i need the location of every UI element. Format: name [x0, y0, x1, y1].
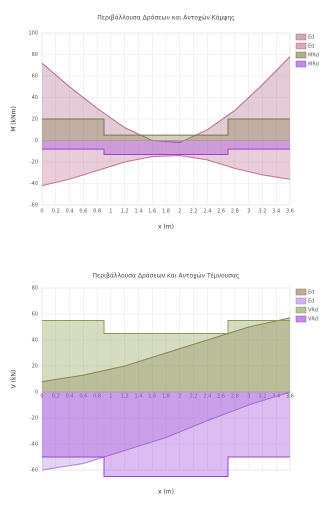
chart-title: Περιβάλλουσα Δράσεων και Αντοχών Τέμνουσ… [93, 273, 240, 280]
legend-swatch [295, 33, 307, 41]
x-tick-label: 2.2 [190, 209, 198, 215]
x-tick-label: 1.2 [121, 209, 129, 215]
y-tick-label: -40 [30, 181, 38, 187]
x-tick-label: 0 [40, 394, 43, 400]
x-tick-label: 0.2 [52, 209, 60, 215]
x-tick-label: 0.8 [93, 394, 101, 400]
y-tick-label: 40 [32, 95, 38, 101]
x-tick-label: 2.6 [217, 394, 225, 400]
area [42, 392, 290, 477]
x-tick-label: 0.4 [66, 209, 74, 215]
x-tick-label: 2.4 [203, 394, 211, 400]
line [41, 317, 291, 383]
x-tick-label: 1 [109, 209, 112, 215]
x-tick-label: 0.8 [93, 209, 101, 215]
area [42, 317, 290, 392]
y-tick-label: -60 [30, 468, 38, 474]
line [42, 118, 290, 136]
y-tick-label: -20 [30, 416, 38, 422]
line [41, 391, 291, 471]
legend-swatch [295, 315, 307, 323]
x-tick-label: 3.6 [286, 394, 294, 400]
line [42, 456, 290, 477]
x-tick-label: 2.8 [231, 209, 239, 215]
x-tick-label: 3.6 [286, 209, 294, 215]
legend-swatch [295, 297, 307, 305]
x-tick-label: 3.2 [258, 209, 266, 215]
x-tick-label: 0 [40, 209, 43, 215]
x-tick-label: 0.6 [79, 209, 87, 215]
y-axis-label: V (kN) [11, 370, 18, 389]
x-tick-label: 1.2 [121, 394, 129, 400]
x-tick-label: 1.6 [148, 209, 156, 215]
x-tick-label: 1.4 [134, 394, 142, 400]
y-tick-label: -60 [30, 203, 38, 209]
y-tick-label: 40 [32, 338, 38, 344]
x-tick-label: 1.6 [148, 394, 156, 400]
x-tick-label: 1.8 [162, 394, 170, 400]
x-axis-label: x (m) [158, 489, 174, 496]
line [41, 155, 291, 187]
x-tick-label: 1.8 [162, 209, 170, 215]
x-tick-label: 0.4 [66, 394, 74, 400]
area [42, 392, 290, 470]
area [42, 320, 290, 392]
chart-title: Περιβάλλουσα Δράσεων και Αντοχών Κάμψης [97, 15, 234, 22]
x-tick-label: 3 [247, 394, 250, 400]
y-tick-label: 80 [32, 52, 38, 58]
y-tick-label: 60 [32, 312, 38, 318]
legend-label: Ed [308, 299, 314, 305]
line [41, 56, 291, 144]
legend-swatch [295, 288, 307, 296]
x-tick-label: 3.2 [258, 394, 266, 400]
x-tick-label: 3.4 [272, 209, 280, 215]
x-tick-label: 0.2 [52, 394, 60, 400]
legend-label: MRd [308, 53, 319, 59]
x-tick-label: 2.4 [203, 209, 211, 215]
y-tick-label: 20 [32, 117, 38, 123]
legend-label: Ed [308, 35, 314, 41]
x-tick-label: 3 [247, 209, 250, 215]
y-tick-label: -20 [30, 160, 38, 166]
y-tick-label: -40 [30, 442, 38, 448]
legend-label: VRd [308, 317, 318, 323]
x-tick-label: 1.4 [134, 209, 142, 215]
legend-swatch [295, 42, 307, 50]
y-tick-label: 80 [32, 286, 38, 292]
legend-label: Ed [308, 290, 314, 296]
y-tick-label: 0 [35, 138, 38, 144]
x-axis-label: x (m) [158, 224, 174, 231]
x-tick-label: 2.2 [190, 394, 198, 400]
legend-swatch [295, 306, 307, 314]
x-tick-label: 2 [178, 394, 181, 400]
legend-swatch [295, 60, 307, 68]
y-tick-label: 20 [32, 364, 38, 370]
x-tick-label: 2.8 [231, 394, 239, 400]
line [42, 320, 290, 334]
y-axis-label: M (kNm) [11, 106, 18, 132]
line [42, 148, 290, 155]
legend-label: Ed [308, 44, 314, 50]
x-tick-label: 2.6 [217, 209, 225, 215]
y-tick-label: 60 [32, 74, 38, 80]
x-tick-label: 1 [109, 394, 112, 400]
legend-label: VRd [308, 308, 318, 314]
x-tick-label: 0.6 [79, 394, 87, 400]
legend-swatch [295, 51, 307, 59]
y-tick-label: 100 [28, 31, 38, 37]
legend-label: MRd [308, 62, 319, 68]
y-tick-label: 0 [35, 390, 38, 396]
x-tick-label: 2 [178, 209, 181, 215]
